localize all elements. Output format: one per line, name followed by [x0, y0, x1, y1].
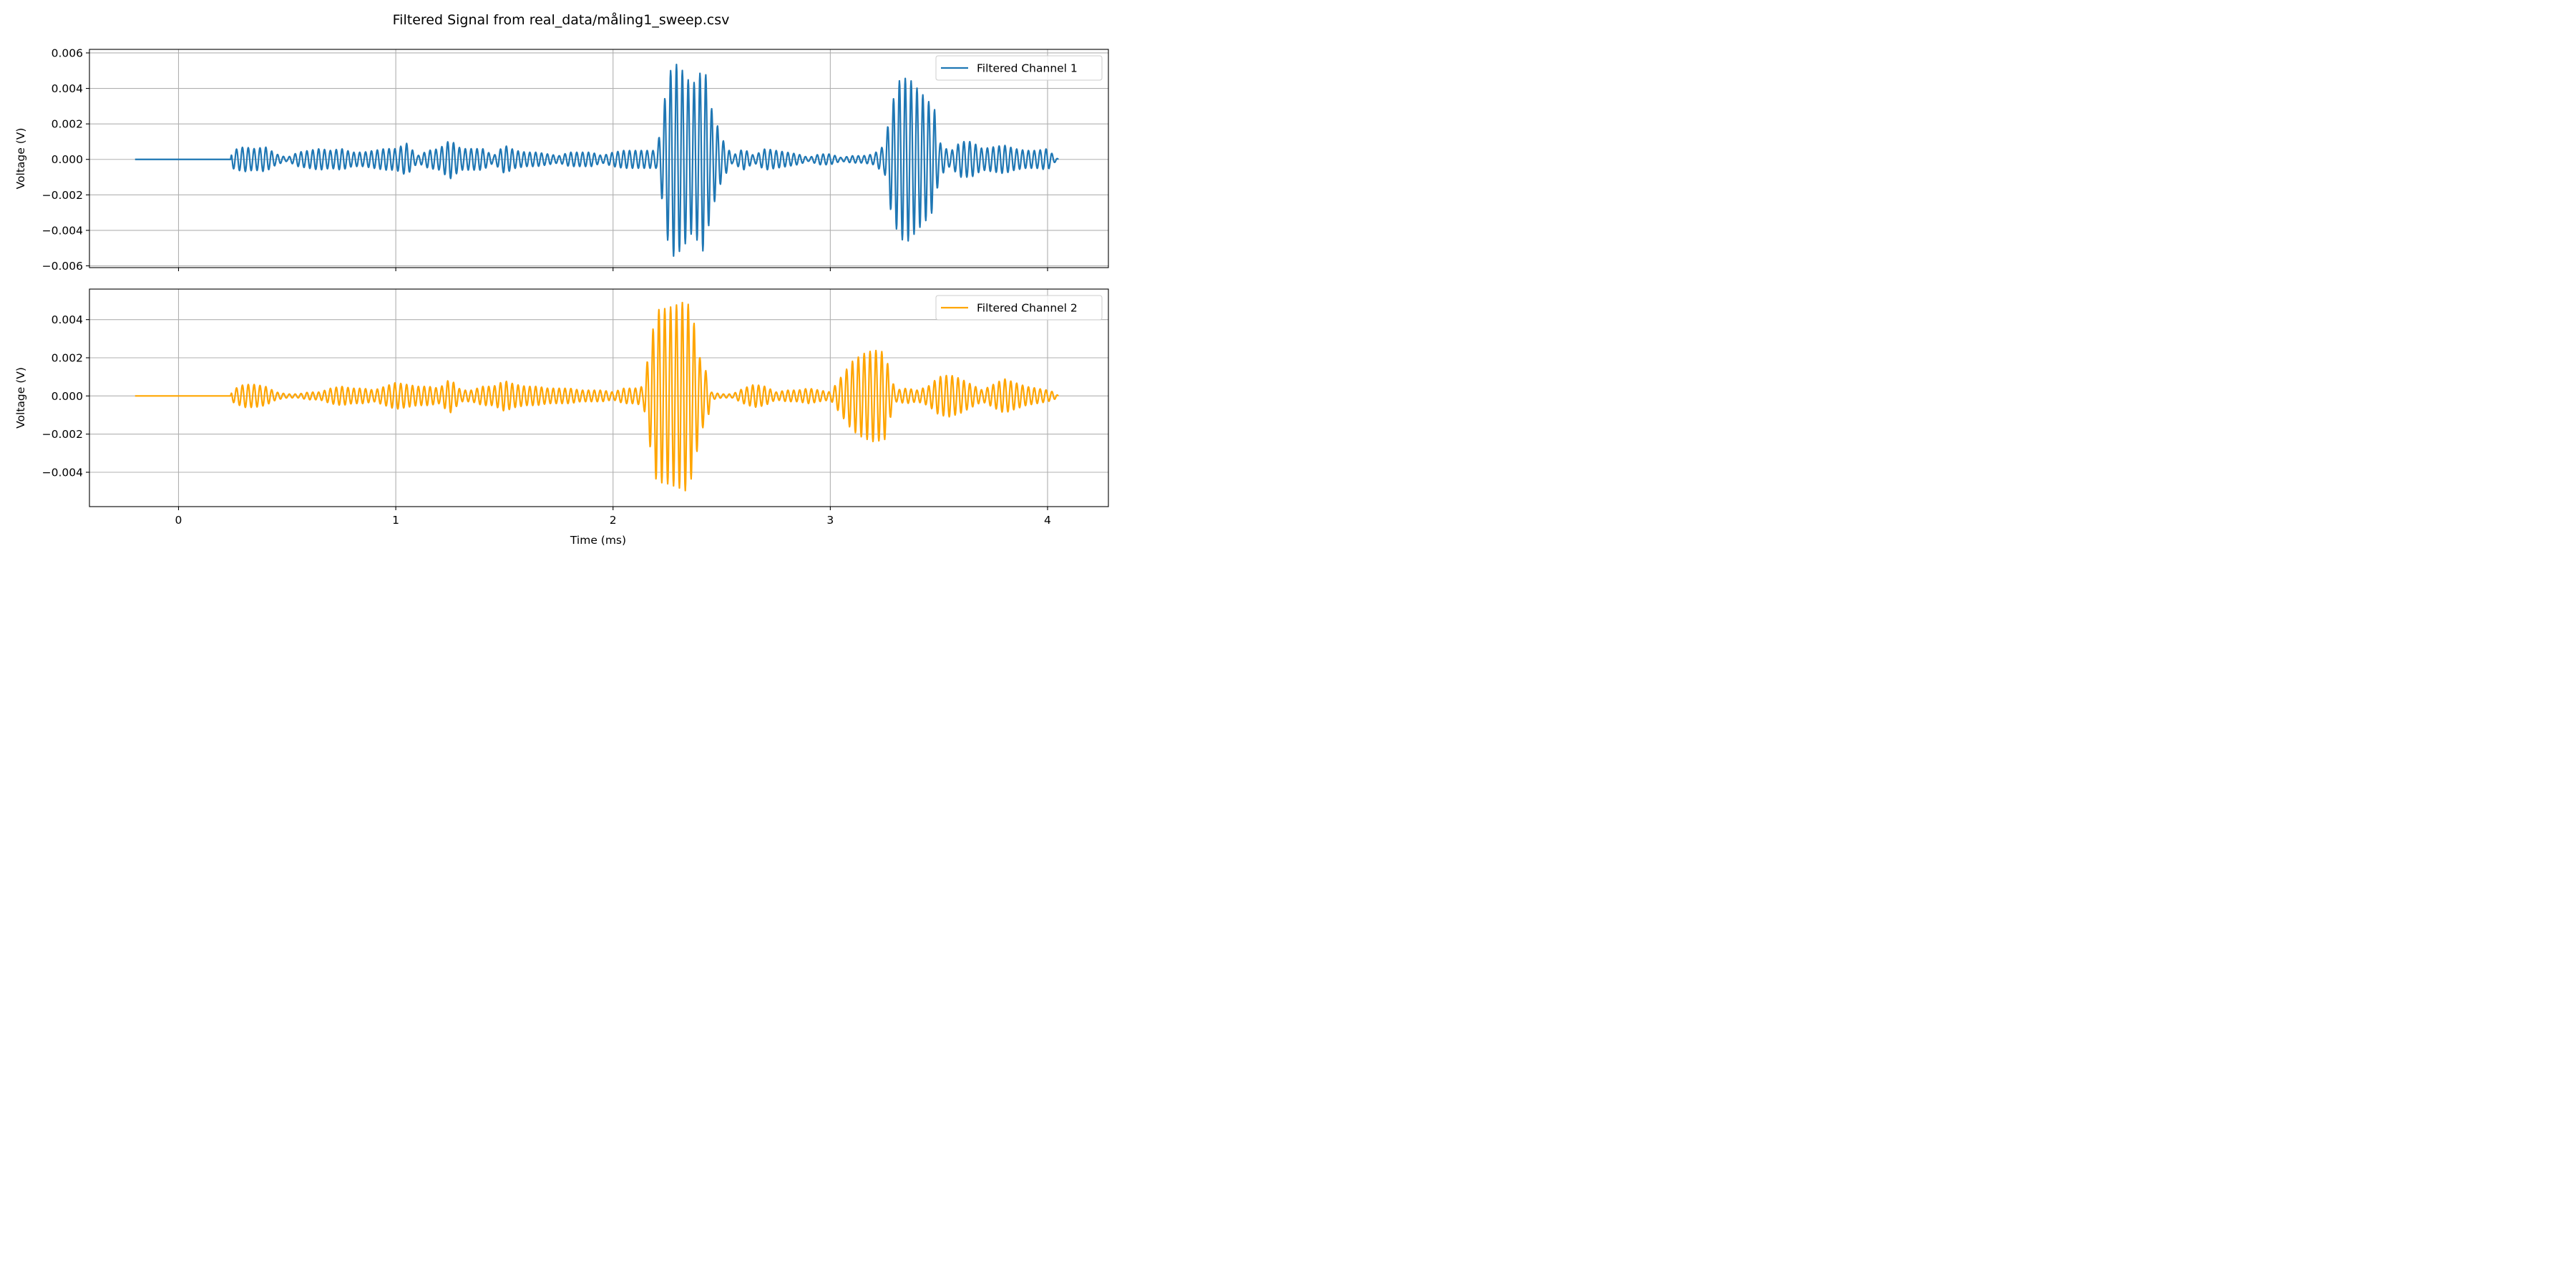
- y-tick-label: 0.002: [52, 118, 83, 131]
- y-tick-label: 0.002: [52, 352, 83, 365]
- y-tick-label: −0.004: [42, 224, 83, 237]
- chart-canvas: Filtered Signal from real_data/måling1_s…: [14, 11, 1109, 547]
- plot-frame: [89, 288, 1109, 507]
- x-tick-label: 2: [610, 514, 617, 527]
- y-tick-label: 0.006: [52, 47, 83, 59]
- series-line-channel-1: [135, 63, 1059, 257]
- legend-label: Filtered Channel 2: [977, 302, 1078, 315]
- x-axis-label: Time (ms): [570, 534, 626, 547]
- x-tick-label: 1: [392, 514, 399, 527]
- chart-figure: Filtered Signal from real_data/måling1_s…: [0, 0, 1122, 561]
- y-tick-label: −0.002: [42, 428, 83, 441]
- y-axis-label: Voltage (V): [14, 128, 27, 190]
- y-axis-label: Voltage (V): [14, 367, 27, 429]
- x-tick-label: 0: [175, 514, 182, 527]
- top-panel: −0.006 −0.004 −0.002 0.000 0.002 0.004 0.006 Vo…: [14, 47, 1109, 273]
- series-line-channel-2: [135, 301, 1059, 492]
- y-tick-label: 0.004: [52, 82, 83, 95]
- bottom-panel: −0.004 −0.002 0.000 0.002 0.004 Voltage (V) Fi…: [14, 288, 1109, 527]
- chart-title: Filtered Signal from real_data/måling1_s…: [393, 11, 730, 28]
- y-tick-label: 0.000: [52, 390, 83, 403]
- plot-frame: [89, 49, 1109, 268]
- x-tick-label: 3: [826, 514, 834, 527]
- legend-label: Filtered Channel 1: [977, 62, 1078, 75]
- y-tick-label: 0.004: [52, 313, 83, 326]
- y-tick-label: −0.004: [42, 467, 83, 479]
- y-tick-label: −0.002: [42, 189, 83, 202]
- y-tick-label: 0.000: [52, 153, 83, 166]
- legend-box: [935, 295, 1103, 321]
- y-tick-label: −0.006: [42, 260, 83, 273]
- x-tick-label: 4: [1044, 514, 1051, 527]
- legend-box: [935, 55, 1103, 81]
